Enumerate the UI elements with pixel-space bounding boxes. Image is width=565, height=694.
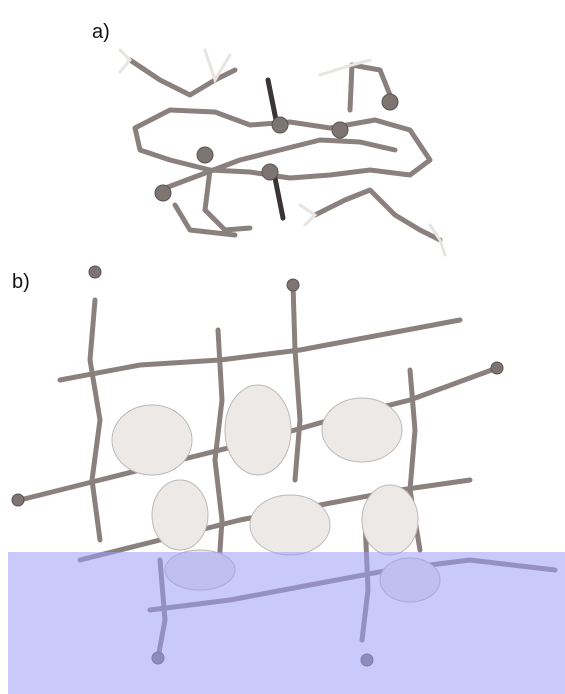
panel-label: a) bbox=[92, 21, 110, 43]
selection-overlay bbox=[8, 552, 565, 694]
molecule-a bbox=[118, 48, 447, 257]
panel-label: b) bbox=[12, 271, 30, 293]
